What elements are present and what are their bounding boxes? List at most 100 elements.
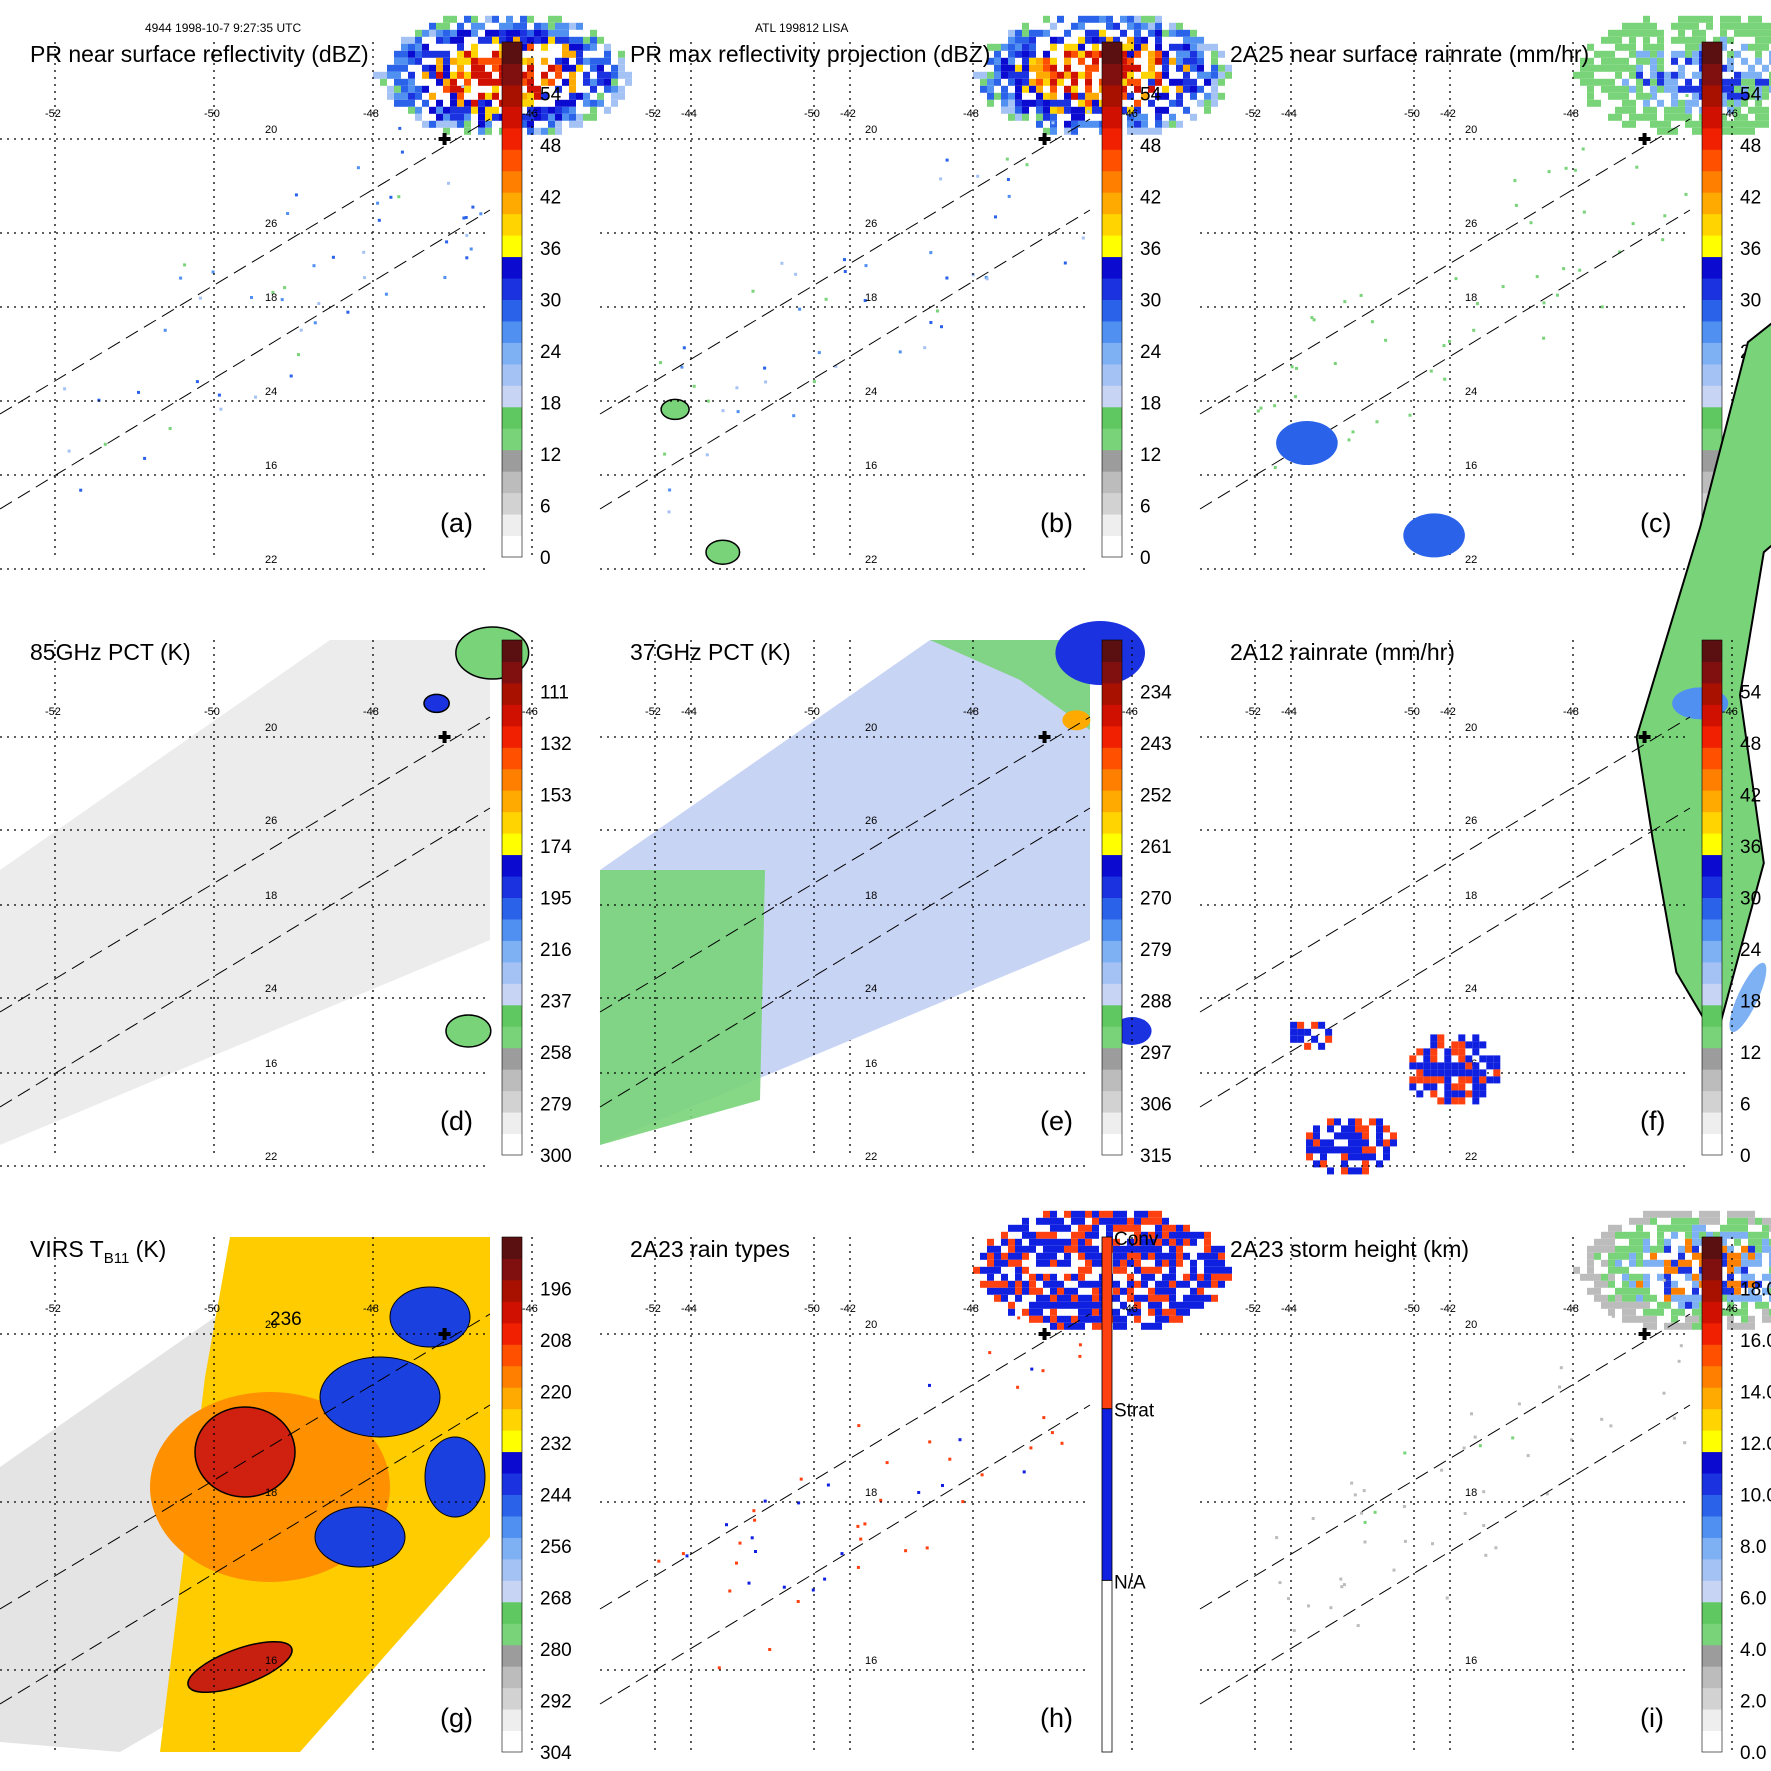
rain-pixel bbox=[1022, 43, 1029, 51]
rain-pixel bbox=[436, 71, 443, 79]
rain-pixel bbox=[312, 264, 316, 268]
rain-pixel bbox=[1120, 92, 1127, 100]
rain-pixel bbox=[1176, 64, 1183, 72]
rain-pixel bbox=[1134, 15, 1141, 23]
rain-pixel bbox=[988, 1351, 992, 1355]
colorbar-tick-label: 36 bbox=[540, 239, 561, 260]
colorbar-tick-label: 30 bbox=[1140, 291, 1161, 312]
rain-pixel bbox=[450, 36, 457, 44]
rain-pixel bbox=[1078, 1245, 1085, 1253]
rain-pixel bbox=[1720, 36, 1727, 44]
rain-pixel bbox=[1594, 1245, 1601, 1253]
rain-pixel bbox=[1155, 1287, 1162, 1295]
rain-pixel bbox=[1092, 106, 1099, 114]
rain-pixel bbox=[1755, 78, 1762, 86]
colorbar-segment bbox=[502, 1644, 522, 1667]
rain-pixel bbox=[1306, 1153, 1313, 1161]
colorbar-segment bbox=[1102, 106, 1122, 129]
rain-pixel bbox=[1720, 29, 1727, 37]
rain-pixel bbox=[1636, 1238, 1643, 1246]
colorbar-segment bbox=[502, 682, 522, 705]
rain-pixel bbox=[492, 78, 499, 86]
rain-pixel bbox=[1169, 1238, 1176, 1246]
rain-pixel bbox=[1127, 1287, 1134, 1295]
rain-pixel bbox=[548, 15, 555, 23]
rain-pixel bbox=[1169, 57, 1176, 65]
lon-tick-label: -48 bbox=[1563, 1303, 1579, 1315]
rain-pixel bbox=[1594, 99, 1601, 107]
rain-pixel bbox=[562, 36, 569, 44]
rain-pixel bbox=[1685, 1322, 1692, 1330]
rain-pixel bbox=[1036, 1259, 1043, 1267]
rain-pixel bbox=[1183, 50, 1190, 58]
rain-pixel bbox=[1629, 1301, 1636, 1309]
rain-pixel bbox=[1029, 1446, 1033, 1450]
rain-pixel bbox=[618, 85, 625, 93]
colorbar-tick-label: 36 bbox=[1140, 239, 1161, 260]
rain-pixel bbox=[751, 289, 755, 293]
rain-pixel bbox=[1650, 1308, 1657, 1316]
lat-tick-label: 26 bbox=[1465, 218, 1477, 230]
rain-pixel bbox=[79, 488, 83, 492]
lat-tick-label: 24 bbox=[265, 386, 277, 398]
rain-pixel bbox=[980, 71, 987, 79]
rain-pixel bbox=[1720, 1259, 1727, 1267]
rain-pixel bbox=[1769, 1273, 1771, 1281]
rain-pixel bbox=[1141, 15, 1148, 23]
rain-pixel bbox=[1057, 99, 1064, 107]
rain-pixel bbox=[1526, 1454, 1530, 1458]
rain-pixel bbox=[1573, 1266, 1580, 1274]
rain-pixel bbox=[994, 1280, 1001, 1288]
colorbar-tick-label: 54 bbox=[1740, 85, 1762, 106]
rain-pixel bbox=[1008, 29, 1015, 37]
rain-pixel bbox=[1720, 64, 1727, 72]
rain-pixel bbox=[1176, 85, 1183, 93]
rain-pixel bbox=[1587, 1252, 1594, 1260]
rain-pixel bbox=[569, 113, 576, 121]
rain-pixel bbox=[1085, 92, 1092, 100]
rain-pixel bbox=[1629, 85, 1636, 93]
rain-pixel bbox=[317, 302, 321, 305]
rain-pixel bbox=[1451, 1090, 1459, 1098]
rain-pixel bbox=[1629, 99, 1636, 107]
colorbar-tick-label: 297 bbox=[1140, 1043, 1172, 1064]
rain-pixel bbox=[1720, 92, 1727, 100]
rain-pixel bbox=[1218, 1266, 1225, 1274]
rain-pixel bbox=[1064, 71, 1071, 79]
colorbar-segment bbox=[502, 1322, 522, 1345]
rain-pixel bbox=[1458, 1041, 1466, 1049]
rain-pixel bbox=[1727, 78, 1734, 86]
colorbar-segment bbox=[1102, 428, 1122, 451]
rain-pixel bbox=[1727, 1273, 1734, 1281]
cold-region bbox=[1403, 513, 1465, 558]
rain-pixel bbox=[1001, 1231, 1008, 1239]
rain-pixel bbox=[1036, 78, 1043, 86]
rain-pixel bbox=[499, 36, 506, 44]
rain-pixel bbox=[1008, 71, 1015, 79]
rain-pixel bbox=[346, 310, 350, 314]
rain-pixel bbox=[1148, 29, 1155, 37]
rain-pixel bbox=[1671, 113, 1678, 121]
rain-pixel bbox=[1643, 1238, 1650, 1246]
rain-pixel bbox=[1699, 15, 1706, 23]
rain-pixel bbox=[705, 453, 709, 457]
rain-pixel bbox=[457, 99, 464, 107]
rain-pixel bbox=[1190, 50, 1197, 58]
rain-pixel bbox=[1664, 1224, 1671, 1232]
rain-pixel bbox=[987, 1252, 994, 1260]
rain-pixel bbox=[485, 113, 492, 121]
colorbar-tick-label: 42 bbox=[1740, 786, 1761, 807]
rain-pixel bbox=[987, 1245, 994, 1253]
colorbar-segment bbox=[502, 342, 522, 365]
rain-pixel bbox=[692, 384, 696, 388]
colorbar-segment bbox=[502, 1558, 522, 1581]
rain-pixel bbox=[1376, 1125, 1383, 1133]
rain-pixel bbox=[450, 99, 457, 107]
lat-tick-label: 20 bbox=[1465, 124, 1477, 136]
rain-pixel bbox=[1050, 43, 1057, 51]
rain-pixel bbox=[1071, 1217, 1078, 1225]
lon-tick-label: -46 bbox=[1122, 1303, 1138, 1315]
rain-pixel bbox=[1636, 50, 1643, 58]
rain-pixel bbox=[1211, 1294, 1218, 1302]
rain-pixel bbox=[485, 36, 492, 44]
